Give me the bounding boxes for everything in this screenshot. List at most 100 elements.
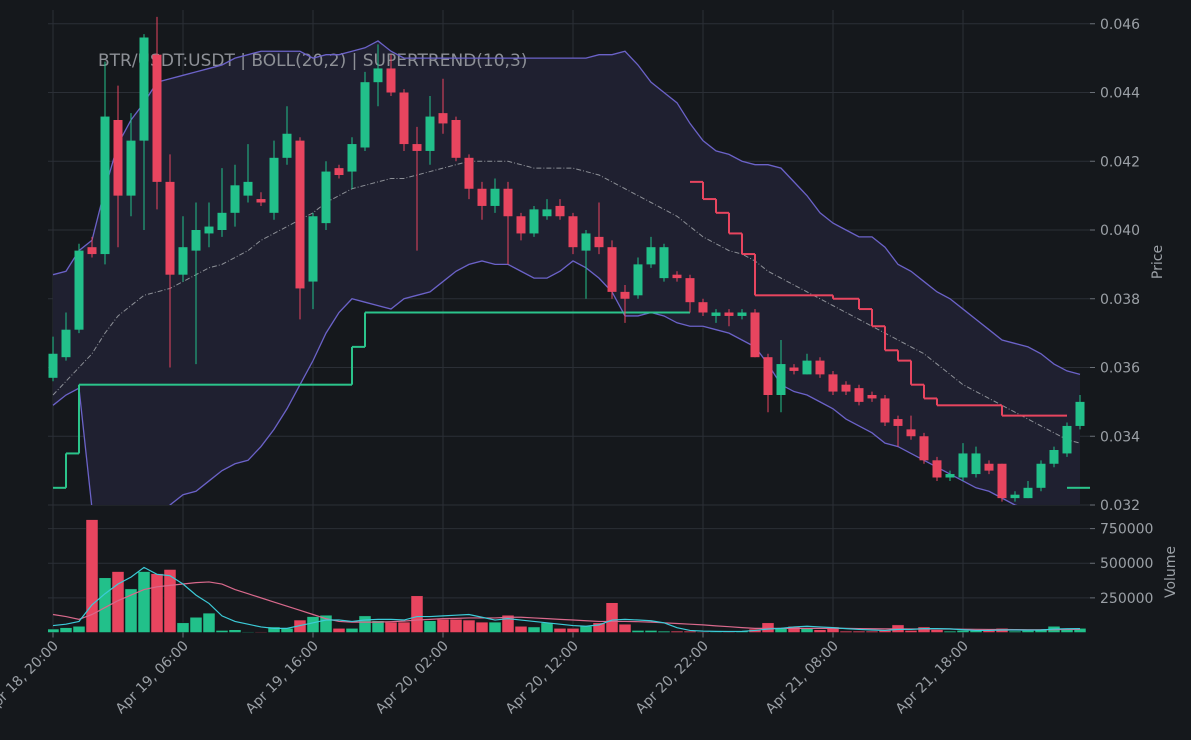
- volume-bar: [839, 630, 853, 633]
- y-tick-label: 250000: [1100, 591, 1153, 607]
- candle-body: [737, 312, 747, 316]
- candle-body: [477, 188, 487, 206]
- candle-body: [438, 113, 448, 124]
- volume-bar: [904, 630, 918, 633]
- x-tick-label: Apr 19, 16:00: [243, 638, 322, 717]
- candle-body: [165, 181, 175, 275]
- volume-bar: [137, 571, 151, 633]
- candle-body: [893, 419, 903, 426]
- candle-body: [451, 120, 461, 158]
- candle-body: [126, 140, 136, 196]
- candle-body: [750, 312, 760, 358]
- candle-body: [373, 68, 383, 83]
- volume-bar: [150, 573, 164, 633]
- candle-body: [360, 82, 370, 148]
- x-tick-label: Apr 20, 02:00: [373, 638, 452, 717]
- volume-bar: [865, 630, 879, 633]
- volume-bar: [540, 622, 554, 633]
- candle-body: [906, 429, 916, 437]
- candle-body: [334, 168, 344, 175]
- candle-body: [516, 216, 526, 234]
- volume-bar: [917, 626, 931, 633]
- candle-body: [568, 216, 578, 248]
- candle-body: [607, 247, 617, 292]
- x-tick-label: Apr 20, 12:00: [503, 638, 582, 717]
- candle-body: [997, 463, 1007, 499]
- volume-bar: [436, 619, 450, 633]
- x-tick-label: Apr 18, 20:00: [0, 638, 62, 717]
- volume-bar: [631, 630, 645, 633]
- candle-body: [867, 395, 877, 399]
- volume-bar: [306, 616, 320, 633]
- volume-bar: [423, 620, 437, 633]
- candle-body: [945, 474, 955, 478]
- candle-body: [685, 278, 695, 303]
- volume-bar: [670, 630, 684, 633]
- volume-bar: [943, 630, 957, 633]
- candle-body: [464, 157, 474, 189]
- volume-bar: [1008, 630, 1022, 633]
- candle-body: [308, 216, 318, 282]
- candle-body: [74, 250, 84, 330]
- candle-body: [776, 364, 786, 395]
- volume-bar: [1073, 628, 1087, 633]
- candle-body: [932, 460, 942, 478]
- candle-body: [87, 247, 97, 255]
- candle-body: [256, 199, 266, 203]
- volume-bar: [215, 630, 229, 633]
- candle-body: [1049, 450, 1059, 464]
- x-tick-label: Apr 21, 18:00: [893, 638, 972, 717]
- volume-bar: [176, 622, 190, 633]
- volume-bar: [72, 626, 86, 633]
- candle-body: [880, 398, 890, 423]
- candle-body: [620, 291, 630, 299]
- candle-body: [191, 230, 201, 251]
- candle-body: [139, 37, 149, 141]
- candle-body: [1023, 487, 1033, 499]
- volume-bar: [618, 623, 632, 633]
- x-tick-label: Apr 20, 22:00: [633, 638, 712, 717]
- volume-bar: [683, 630, 697, 633]
- volume-ma: [52, 566, 1081, 633]
- candle-body: [958, 453, 968, 478]
- volume-bar: [644, 630, 658, 633]
- candle-body: [412, 144, 422, 151]
- volume-bar: [228, 629, 242, 633]
- candle-body: [789, 367, 799, 371]
- candle-body: [1010, 494, 1020, 499]
- volume-bar: [800, 628, 814, 633]
- y-axis-label: Price: [1150, 245, 1166, 279]
- candle-body: [542, 209, 552, 217]
- candle-body: [1062, 425, 1072, 454]
- volume-bar: [761, 622, 775, 633]
- candle-body: [711, 312, 721, 316]
- candle-body: [594, 236, 604, 248]
- candle-body: [633, 264, 643, 296]
- volume-bar: [124, 588, 138, 633]
- volume-axis-label: Volume: [1163, 546, 1179, 598]
- candle-body: [178, 247, 188, 275]
- volume-bar: [605, 602, 619, 633]
- volume-bar: [696, 631, 710, 633]
- bollinger-lower: [52, 260, 1018, 505]
- volume-bar: [85, 519, 99, 633]
- y-tick-label: 0.046: [1100, 17, 1140, 33]
- volume-bar: [813, 629, 827, 633]
- candle-body: [347, 144, 357, 172]
- bollinger-upper: [52, 40, 1081, 376]
- candle-body: [1075, 401, 1085, 426]
- volume-bar: [59, 627, 73, 633]
- candle-body: [1036, 463, 1046, 488]
- candle-body: [555, 205, 565, 217]
- candle-body: [503, 188, 513, 217]
- candle-body: [204, 226, 214, 234]
- y-tick-label: 0.032: [1100, 498, 1140, 514]
- volume-bar: [397, 621, 411, 633]
- volume-bar: [345, 628, 359, 633]
- bollinger-band-fill: [53, 40, 1080, 505]
- candle-body: [425, 116, 435, 151]
- volume-bar: [358, 615, 372, 633]
- candle-body: [802, 360, 812, 375]
